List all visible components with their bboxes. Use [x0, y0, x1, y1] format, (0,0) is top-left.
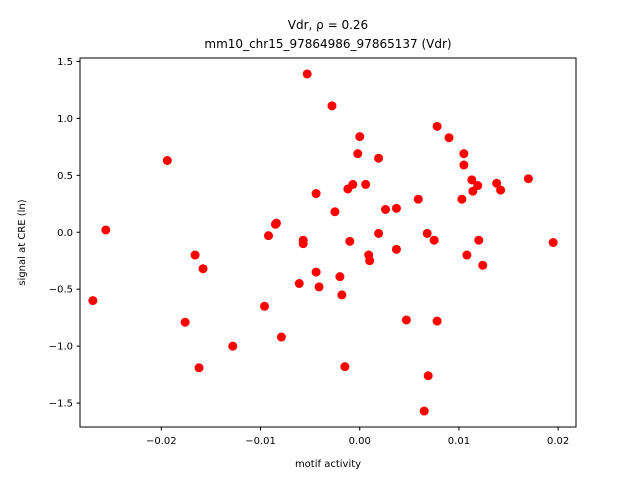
data-point: [101, 225, 111, 235]
data-point: [401, 315, 411, 325]
data-point: [311, 189, 321, 199]
data-point: [419, 406, 429, 416]
data-point: [345, 236, 355, 246]
data-point: [432, 121, 442, 131]
data-point: [327, 101, 337, 111]
data-point: [523, 174, 533, 184]
y-tick-label: −0.5: [49, 285, 73, 296]
data-point: [271, 218, 281, 228]
data-point: [353, 149, 363, 159]
data-point: [190, 250, 200, 260]
data-point: [478, 260, 488, 270]
data-point: [198, 264, 208, 274]
data-point: [314, 282, 324, 292]
y-tick-label: 0.5: [57, 171, 73, 182]
data-point: [423, 371, 433, 381]
data-point: [473, 181, 483, 191]
data-point: [548, 238, 558, 247]
data-point: [422, 228, 432, 238]
data-point: [302, 69, 312, 79]
data-point: [381, 204, 391, 214]
x-tick-label: 0.00: [349, 436, 371, 447]
data-point: [391, 244, 401, 254]
data-point: [444, 133, 454, 143]
x-axis-label: motif activity: [295, 459, 361, 470]
data-point: [467, 175, 477, 185]
data-point: [88, 296, 98, 306]
x-tick-label: −0.01: [245, 436, 276, 447]
y-tick-label: −1.5: [49, 399, 73, 410]
x-tick-label: 0.01: [448, 436, 470, 447]
data-point: [429, 235, 439, 245]
data-point: [374, 153, 384, 163]
data-point: [348, 179, 358, 189]
data-point: [276, 332, 286, 342]
data-point: [355, 132, 365, 142]
data-point: [263, 231, 273, 241]
data-point: [374, 228, 384, 238]
data-point: [457, 194, 467, 204]
data-point: [294, 279, 304, 288]
y-axis-ticks: −1.5 −1.0 −0.5 0.0 0.5 1.0 1.5: [49, 57, 80, 410]
data-point: [340, 362, 350, 372]
y-tick-label: 1.5: [57, 57, 73, 68]
data-point: [260, 301, 270, 311]
x-tick-label: −0.02: [146, 436, 177, 447]
data-points: [88, 69, 558, 416]
x-tick-label: 0.02: [547, 436, 569, 447]
data-point: [298, 239, 308, 249]
data-point: [474, 235, 484, 245]
x-axis-ticks: −0.02 −0.01 0.00 0.01 0.02: [146, 427, 569, 447]
data-point: [365, 256, 375, 266]
y-tick-label: −1.0: [49, 342, 73, 353]
data-point: [459, 149, 469, 159]
data-point: [459, 160, 469, 170]
plot-area-frame: [79, 57, 577, 428]
data-point: [432, 316, 442, 326]
data-point: [311, 267, 321, 277]
data-point: [180, 317, 190, 327]
y-tick-label: 1.0: [57, 114, 73, 125]
data-point: [335, 272, 345, 282]
chart-title-line2: mm10_chr15_97864986_97865137 (Vdr): [204, 37, 451, 51]
data-point: [413, 194, 423, 204]
chart-title-line1: Vdr, ρ = 0.26: [288, 18, 368, 32]
data-point: [462, 250, 472, 260]
data-point: [391, 203, 401, 213]
y-axis-label: signal at CRE (ln): [17, 199, 28, 285]
data-point: [228, 341, 238, 351]
data-point: [492, 178, 502, 188]
data-point: [330, 207, 340, 217]
data-point: [162, 156, 172, 165]
data-point: [496, 185, 506, 195]
y-tick-label: 0.0: [57, 228, 73, 239]
data-point: [337, 290, 347, 300]
data-point: [361, 179, 371, 189]
data-point: [194, 363, 204, 373]
